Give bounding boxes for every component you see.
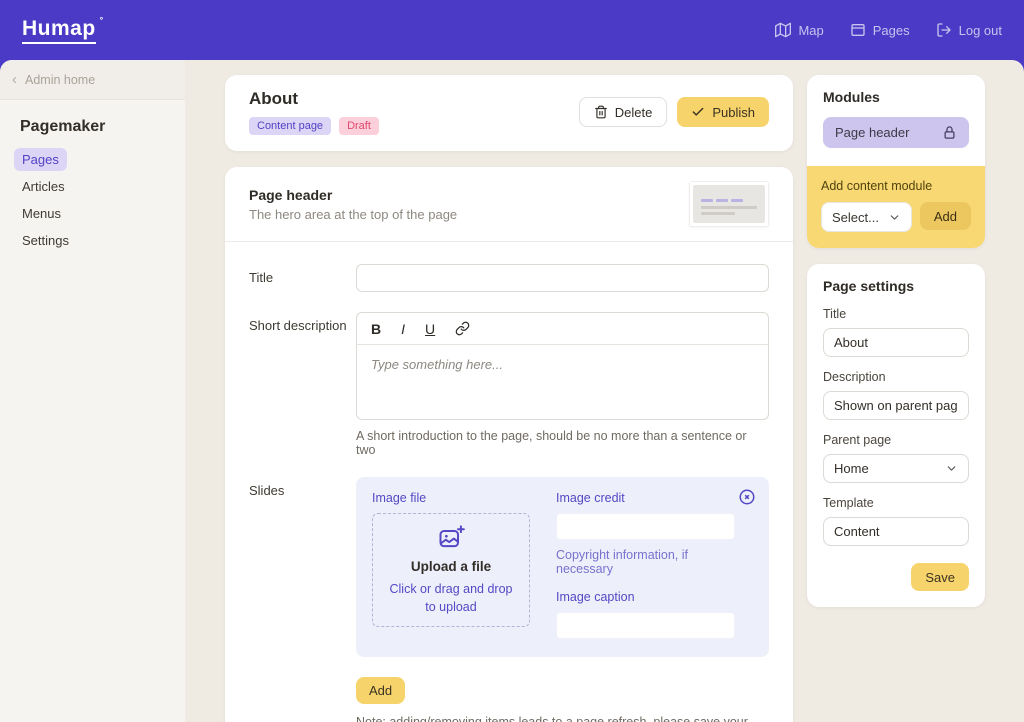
modules-title: Modules (823, 89, 880, 105)
module-item-page-header[interactable]: Page header (823, 117, 969, 148)
link-button[interactable] (455, 321, 470, 336)
logo-trademark: ° (99, 14, 104, 25)
module-item-label: Page header (835, 125, 910, 140)
add-module-label: Add (933, 208, 957, 224)
topbar-nav: Map Pages Log out (775, 22, 1002, 38)
breadcrumb-label: Admin home (25, 72, 96, 87)
bold-button[interactable]: B (371, 320, 382, 337)
image-credit-helper: Copyright information, if necessary (556, 548, 689, 576)
add-slide-label: Add (369, 683, 393, 698)
description-editor-area[interactable]: Type something here... (357, 345, 768, 419)
parent-page-value: Home (834, 461, 869, 476)
image-caption-label: Image caption (556, 590, 635, 604)
sidebar-item-menus[interactable]: Menus (22, 206, 62, 221)
publish-button[interactable]: Publish (677, 97, 769, 127)
page-header-card: About Content page Draft Delete Publish (225, 75, 793, 151)
settings-description-label: Description (823, 370, 886, 384)
module-select[interactable]: Select... (821, 202, 912, 232)
save-settings-label: Save (925, 569, 955, 585)
nav-pages[interactable]: Pages (850, 22, 910, 38)
link-icon (455, 321, 470, 336)
refresh-note: Note: adding/removing items leads to a p… (356, 715, 748, 722)
module-preview-thumbnail (689, 181, 769, 227)
settings-title-input[interactable] (823, 328, 969, 357)
module-editor-card: Page header The hero area at the top of … (225, 167, 793, 722)
module-subtitle: The hero area at the top of the page (249, 206, 458, 222)
sidebar-item-pages[interactable]: Pages (14, 148, 67, 171)
settings-template-label: Template (823, 496, 874, 510)
add-module-button[interactable]: Add (919, 202, 971, 230)
map-icon (775, 22, 792, 38)
parent-page-select[interactable]: Home (823, 454, 969, 483)
title-input[interactable] (356, 264, 769, 292)
sidebar: ‹ Admin home Pagemaker Pages Articles Me… (0, 60, 185, 722)
page-settings-panel: Page settings Title Description Parent p… (807, 264, 985, 607)
sidebar-item-settings[interactable]: Settings (22, 233, 69, 248)
underline-button[interactable]: U (425, 320, 436, 337)
save-settings-button[interactable]: Save (911, 563, 969, 591)
breadcrumb-admin-home[interactable]: ‹ Admin home (0, 60, 185, 100)
logo-text: Humap (22, 16, 96, 40)
page-settings-title: Page settings (823, 278, 915, 294)
trash-icon (594, 105, 607, 119)
slide-item-panel: Image file Upload a file Click or drag a… (356, 477, 769, 657)
upload-hint: Click or drag and drop to upload (389, 582, 513, 614)
nav-map-label: Map (798, 22, 824, 38)
main-area: About Content page Draft Delete Publish (185, 60, 1024, 722)
nav-map[interactable]: Map (775, 22, 824, 38)
page-title: About (249, 89, 299, 108)
file-upload-dropzone[interactable]: Upload a file Click or drag and drop to … (372, 513, 530, 627)
humap-logo[interactable]: Humap ° (22, 15, 103, 44)
delete-button[interactable]: Delete (578, 97, 668, 127)
italic-button[interactable]: I (401, 320, 406, 337)
description-field-label: Short description (249, 318, 347, 333)
chevron-down-icon (890, 214, 899, 220)
chevron-left-icon: ‹ (12, 71, 17, 88)
circle-x-icon (739, 489, 755, 505)
logout-icon (936, 23, 951, 37)
nav-logout[interactable]: Log out (936, 22, 1002, 38)
content-page-badge: Content page (249, 117, 332, 135)
nav-pages-label: Pages (872, 22, 910, 38)
description-placeholder: Type something here... (371, 357, 503, 372)
sidebar-title: Pagemaker (20, 118, 106, 135)
remove-slide-button[interactable] (738, 487, 758, 507)
delete-label: Delete (614, 104, 653, 120)
settings-template-input[interactable] (823, 517, 969, 546)
image-plus-icon (439, 525, 465, 548)
sidebar-item-articles[interactable]: Articles (22, 179, 65, 194)
publish-label: Publish (712, 104, 755, 120)
add-slide-button[interactable]: Add (356, 677, 406, 704)
upload-title: Upload a file (410, 559, 492, 574)
slides-field-label: Slides (249, 483, 285, 498)
sidebar-nav: Pages Articles Menus Settings (0, 148, 185, 252)
chevron-down-icon (947, 466, 956, 471)
rte-toolbar: B I U (357, 313, 768, 345)
check-icon (692, 107, 704, 116)
image-file-label: Image file (372, 491, 427, 505)
add-content-module-label: Add content module (821, 179, 933, 193)
image-caption-input[interactable] (556, 612, 735, 639)
pages-icon (851, 24, 865, 36)
lock-icon (944, 126, 955, 139)
settings-description-input[interactable] (823, 391, 969, 420)
rich-text-editor: B I U Type something here... (356, 312, 769, 420)
title-field-label: Title (249, 270, 274, 285)
add-content-module-section: Add content module Select... Add (807, 166, 985, 248)
settings-title-label: Title (823, 307, 847, 321)
module-title: Page header (249, 186, 333, 203)
image-credit-label: Image credit (556, 491, 625, 505)
image-credit-input[interactable] (556, 513, 735, 540)
modules-panel: Modules Page header Add content module S… (807, 75, 985, 248)
description-helper-text: A short introduction to the page, should… (356, 429, 747, 457)
settings-parent-page-label: Parent page (823, 433, 892, 447)
module-editor-header: Page header The hero area at the top of … (225, 167, 793, 242)
badges: Content page Draft (249, 117, 379, 135)
topbar: Humap ° Map Pages Log out (0, 0, 1024, 60)
nav-logout-label: Log out (958, 22, 1002, 38)
module-select-value: Select... (832, 209, 879, 225)
draft-badge: Draft (339, 117, 379, 135)
